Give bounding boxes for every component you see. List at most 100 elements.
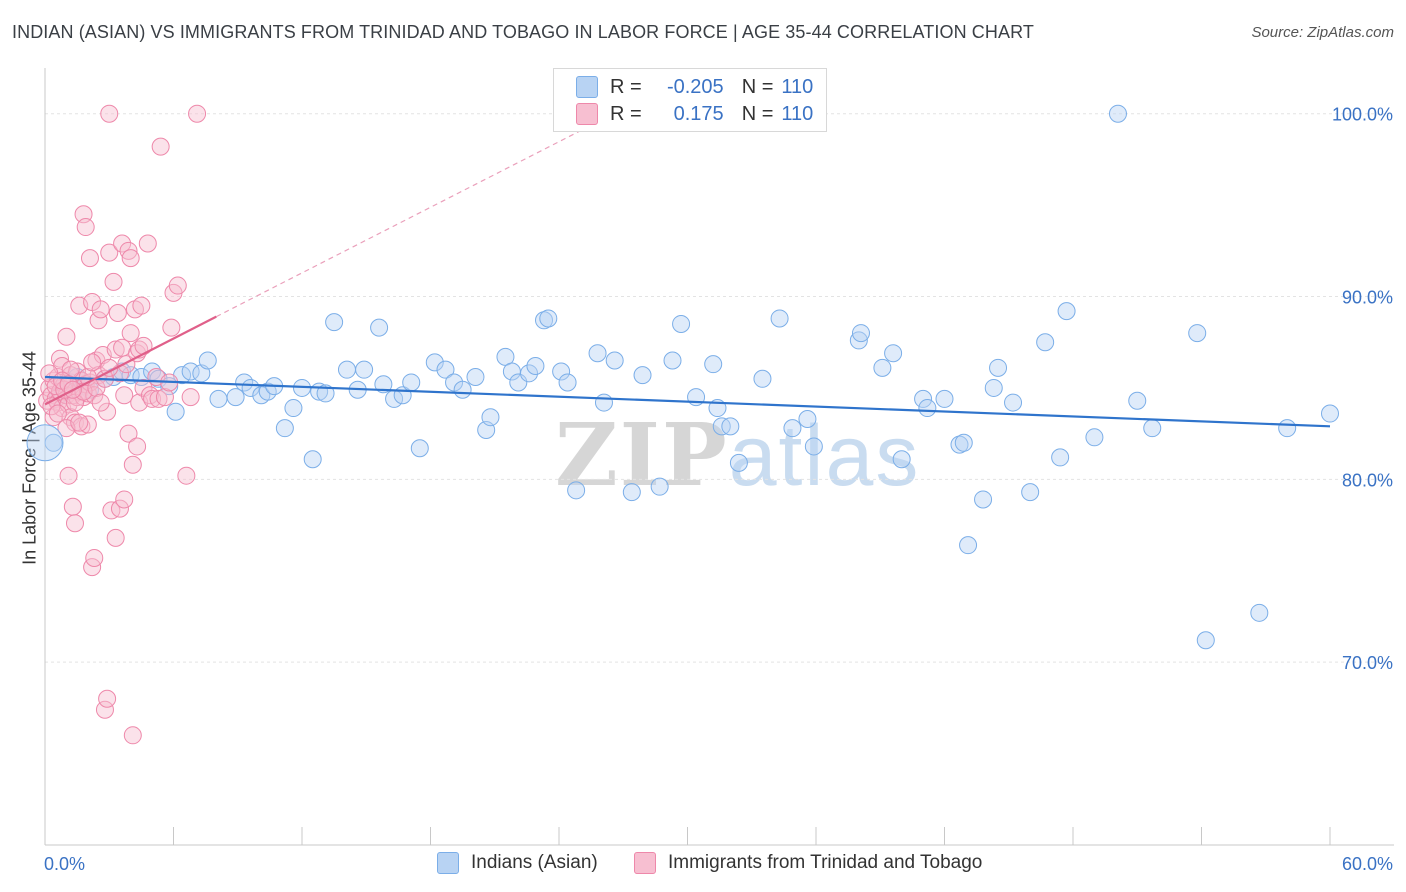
chart-title: INDIAN (ASIAN) VS IMMIGRANTS FROM TRINID… — [12, 22, 1034, 42]
trinidad-point — [121, 324, 140, 343]
indians-point — [481, 408, 500, 427]
indians-point — [275, 419, 294, 438]
trinidad-point — [128, 437, 147, 456]
indians-point — [166, 402, 185, 421]
indians-point — [1250, 603, 1269, 622]
series-legend: Indians (Asian) Immigrants from Trinidad… — [0, 852, 1406, 878]
legend-swatch-indians — [576, 76, 598, 98]
legend-n-label: N = — [741, 75, 774, 98]
trinidad-point — [59, 466, 78, 485]
indians-point — [873, 358, 892, 377]
trinidad-trend-line — [44, 315, 217, 406]
legend-n-value-indians: 110 — [781, 75, 814, 98]
trinidad-point — [63, 497, 82, 516]
indians-point — [337, 360, 356, 379]
trinidad-point — [149, 389, 168, 408]
indians-point — [918, 399, 937, 418]
trinidad-point — [123, 726, 142, 745]
y-tick-label: 70.0% — [1342, 653, 1393, 673]
indians-point — [783, 419, 802, 438]
indians-point — [1128, 391, 1147, 410]
indians-point — [798, 410, 817, 429]
trinidad-point — [57, 327, 76, 346]
indians-point — [552, 362, 571, 381]
trinidad-point — [155, 388, 174, 407]
trinidad-point — [162, 318, 181, 337]
indians-point — [954, 433, 973, 452]
indians-trend-line — [44, 375, 1331, 428]
trinidad-point — [98, 402, 117, 421]
trinidad-point — [83, 353, 102, 372]
indians-point — [721, 417, 740, 436]
indians-point — [1321, 404, 1339, 423]
indians-point — [1108, 104, 1127, 123]
indians-point — [436, 360, 455, 379]
x-tick-label-max: 60.0% — [1342, 854, 1393, 874]
series-label-indians: Indians (Asian) — [471, 852, 598, 873]
indians-point — [663, 351, 682, 370]
trinidad-point — [91, 300, 110, 319]
indians-point — [325, 313, 344, 332]
indians-point — [355, 360, 374, 379]
trinidad-point — [119, 424, 138, 443]
indians-point — [1188, 324, 1207, 343]
trinidad-point — [119, 241, 138, 260]
indians-point — [892, 450, 911, 469]
trinidad-point — [85, 548, 104, 567]
trinidad-point — [91, 393, 110, 412]
trinidad-point — [100, 104, 119, 123]
trinidad-point — [123, 455, 142, 474]
indians-point — [622, 483, 641, 502]
indians-point — [984, 378, 1003, 397]
series-legend-indians[interactable]: Indians (Asian) — [437, 852, 598, 874]
trinidad-point — [68, 362, 87, 381]
trinidad-point — [104, 272, 123, 291]
trinidad-point — [138, 234, 157, 253]
legend-swatch-trinidad — [576, 103, 598, 125]
indians-point — [567, 481, 586, 500]
legend-r-value-trinidad: 0.175 — [673, 102, 724, 125]
trinidad-point — [121, 249, 140, 268]
legend-r-label: R = — [610, 102, 642, 125]
trinidad-point — [151, 137, 170, 156]
trinidad-point — [106, 528, 125, 547]
trinidad-point — [100, 243, 119, 262]
indians-point-large — [26, 424, 64, 462]
indians-point — [633, 366, 652, 385]
indians-point — [402, 373, 421, 392]
indians-point — [453, 380, 472, 399]
indians-point — [1196, 631, 1215, 650]
indians-point — [1051, 448, 1070, 467]
legend-n-label: N = — [741, 102, 774, 125]
series-legend-trinidad[interactable]: Immigrants from Trinidad and Tobago — [634, 852, 982, 874]
indians-point — [526, 357, 545, 376]
trinidad-point — [65, 514, 84, 533]
indians-point — [1085, 428, 1104, 447]
indians-point — [1004, 393, 1023, 412]
correlation-legend: R = -0.205 N = 110 R = 0.175 N = 110 — [553, 68, 827, 132]
indians-point — [594, 393, 613, 412]
indians-point — [374, 375, 393, 394]
indians-point — [851, 324, 870, 343]
indians-point — [650, 477, 669, 496]
trinidad-point — [95, 700, 114, 719]
trinidad-point — [48, 404, 67, 423]
indians-point — [1278, 419, 1297, 438]
series-label-trinidad: Immigrants from Trinidad and Tobago — [668, 852, 983, 873]
source-credit: Source: ZipAtlas.com — [1251, 24, 1394, 41]
indians-point — [974, 490, 993, 509]
indians-point — [588, 344, 607, 363]
indians-point — [466, 367, 485, 386]
indians-point — [1057, 302, 1076, 321]
y-tick-label: 80.0% — [1342, 470, 1393, 490]
indians-point — [884, 344, 903, 363]
indians-point — [1036, 333, 1055, 352]
trinidad-point — [50, 349, 69, 368]
x-tick-label-min: 0.0% — [44, 854, 85, 874]
indians-point — [1021, 483, 1040, 502]
indians-point — [44, 433, 63, 452]
trinidad-trend-extension — [216, 67, 704, 318]
indians-point — [914, 389, 933, 408]
indians-point — [804, 437, 823, 456]
legend-r-value-indians: -0.205 — [666, 75, 724, 98]
